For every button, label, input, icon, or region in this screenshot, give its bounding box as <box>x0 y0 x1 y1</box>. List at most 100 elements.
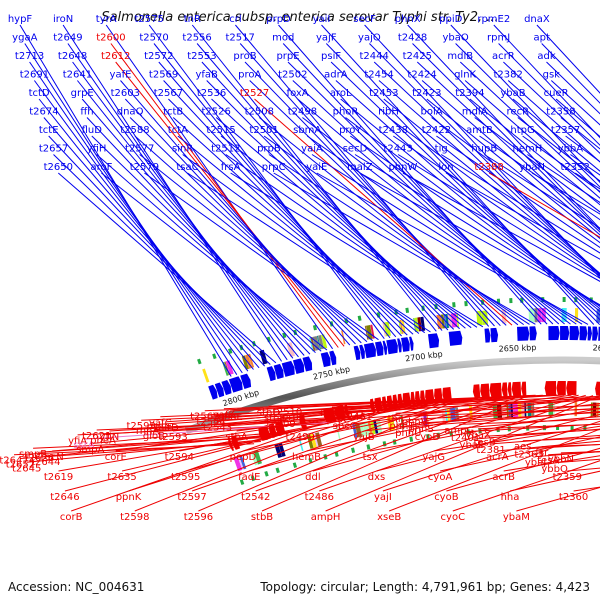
gene-label: t2597 <box>177 492 206 503</box>
leader-line <box>331 395 600 408</box>
gene-label: t2543 <box>203 422 232 433</box>
gene-label: tctB <box>163 107 183 118</box>
gene-label: htpG <box>510 125 534 136</box>
gene-label: t2499 <box>286 432 315 443</box>
cog-feature <box>222 361 229 376</box>
gene-label: t2461 <box>343 412 372 423</box>
gene-label: dxs <box>368 472 385 483</box>
gene-label: secD <box>343 144 368 155</box>
leader-line <box>445 172 600 260</box>
gene-label: t2619 <box>44 472 73 483</box>
leader-line <box>471 428 600 440</box>
gene-label: hha <box>501 492 520 503</box>
gene-label: recR <box>507 107 530 118</box>
gene-label: ppiD <box>439 14 462 25</box>
gene-label: t2649 <box>53 33 82 44</box>
gene-label: tsaC <box>176 162 198 173</box>
gene-feature <box>595 381 600 396</box>
gene-label: t2594 <box>165 452 194 463</box>
leader-line <box>263 135 524 326</box>
leader-line <box>53 154 271 365</box>
gene-label: mdlA <box>462 107 488 118</box>
gene-label: t2360 <box>559 492 588 503</box>
gene-label: t2498 <box>288 107 317 118</box>
leader-line <box>469 98 600 206</box>
gene-label: ybbA <box>558 144 584 155</box>
cog-feature <box>318 334 325 350</box>
gene-label: t2509 <box>266 419 295 430</box>
cog-feature <box>370 420 376 435</box>
gene-label: stbD <box>257 407 280 418</box>
gene-label: rpmE2 <box>477 14 510 25</box>
leader-line <box>389 428 600 512</box>
gene-label: aes <box>514 442 532 453</box>
gene-label: t2603 <box>111 88 140 99</box>
cog-feature <box>359 422 366 437</box>
gene-label: yajB <box>353 432 375 443</box>
cog-feature <box>445 313 450 329</box>
leader-line <box>455 43 600 188</box>
leader-line <box>101 172 328 351</box>
leader-line <box>402 172 600 282</box>
gene-feature <box>501 382 508 397</box>
map-title: Salmonella enterica subsp. enterica sero… <box>101 10 499 25</box>
gene-label: yfiA <box>68 436 87 447</box>
gene-label: phnT <box>389 421 415 432</box>
gene-feature <box>353 345 361 361</box>
gene-feature <box>566 381 577 396</box>
gene-label: tctA <box>168 125 188 136</box>
gene-label: t2599 <box>127 421 156 432</box>
gene-feature <box>266 366 276 382</box>
gene-label: stbB <box>251 512 273 523</box>
leader-line <box>357 399 600 412</box>
rna-tick <box>312 324 317 331</box>
leader-line <box>287 394 558 407</box>
gene-label: t2363 <box>514 450 543 461</box>
leader-line <box>488 172 600 238</box>
leader-line <box>230 172 484 328</box>
leader-line <box>206 80 455 330</box>
leader-line <box>124 98 356 345</box>
leader-line <box>139 154 374 342</box>
gene-label: prpB <box>257 144 281 155</box>
cog-feature <box>286 342 295 357</box>
gene-label: t2575 <box>135 14 164 25</box>
leader-line <box>191 24 437 332</box>
rna-tick <box>366 444 371 450</box>
gene-feature <box>556 381 566 396</box>
gene-label: t2544 <box>196 417 225 428</box>
gene-label: hupB <box>471 144 497 155</box>
gene-label: t2508 <box>245 107 274 118</box>
gene-label: iroN <box>53 14 73 25</box>
leader-line <box>407 24 600 230</box>
gene-feature <box>544 381 557 396</box>
cog-feature <box>362 421 371 436</box>
gene-label: t2713 <box>15 51 44 62</box>
gene-label: hemB <box>292 452 321 463</box>
forward-strand-track <box>208 326 600 400</box>
gene-label: ybbN <box>548 454 574 465</box>
cog-feature <box>239 455 247 470</box>
gene-label: t2401 <box>451 433 480 444</box>
leader-line <box>191 400 451 492</box>
gene-label: cyoD <box>415 432 441 443</box>
leader-line <box>503 61 600 154</box>
gene-label: t2674 <box>29 107 58 118</box>
gene-label: tctD <box>29 88 50 99</box>
leader-line <box>452 460 600 512</box>
topology-text: Topology: circular; Length: 4,791,961 bp… <box>260 580 590 594</box>
leader-line <box>382 420 600 492</box>
leader-line <box>110 43 339 348</box>
gene-label: ssrA <box>73 440 95 451</box>
gene-label: yaiE <box>306 162 327 173</box>
gene-label: t2358 <box>546 107 575 118</box>
leader-line <box>450 24 600 184</box>
gene-feature <box>382 340 388 355</box>
gene-feature <box>569 326 580 341</box>
cog-feature <box>250 451 258 466</box>
gene-label: sbcC <box>333 421 357 432</box>
rna-tick <box>239 479 245 485</box>
gene-label: t2382 <box>494 70 523 81</box>
leader-line <box>316 172 589 325</box>
gene-label: ybbO <box>541 464 568 475</box>
